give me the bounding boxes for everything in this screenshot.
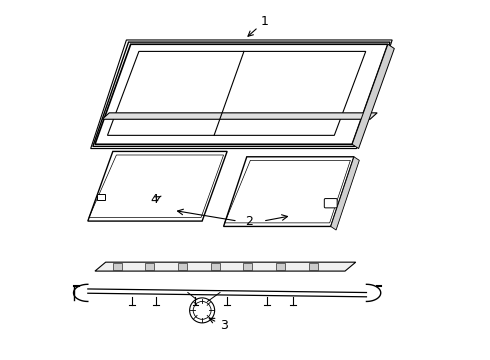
Text: 1: 1	[248, 15, 269, 36]
Polygon shape	[211, 263, 220, 270]
Polygon shape	[276, 263, 285, 270]
Polygon shape	[331, 157, 359, 230]
FancyBboxPatch shape	[324, 199, 337, 208]
Polygon shape	[352, 44, 394, 149]
Polygon shape	[178, 263, 187, 270]
Text: 3: 3	[209, 318, 228, 332]
Bar	[97, 194, 104, 200]
Text: 2: 2	[245, 215, 252, 228]
Polygon shape	[102, 113, 377, 119]
Text: 4: 4	[150, 193, 161, 206]
Polygon shape	[113, 263, 122, 270]
Polygon shape	[95, 262, 356, 271]
Polygon shape	[309, 263, 318, 270]
Polygon shape	[244, 263, 252, 270]
Polygon shape	[146, 263, 154, 270]
